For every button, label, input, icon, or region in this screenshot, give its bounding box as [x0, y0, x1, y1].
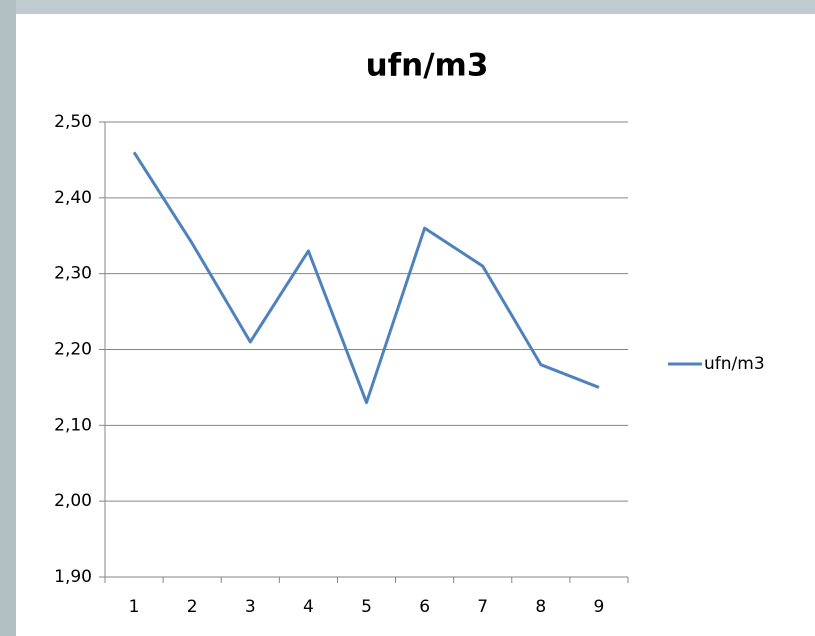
series-line: [132, 151, 600, 405]
x-tick-label: 6: [419, 597, 430, 617]
x-tick-label: 4: [303, 597, 314, 617]
x-tick-label: 7: [477, 597, 488, 617]
background-texture: [0, 0, 815, 14]
x-tick-label: 5: [361, 597, 372, 617]
x-tick-label: 3: [245, 597, 256, 617]
y-tick-label: 2,00: [54, 491, 92, 511]
x-tick-label: 1: [129, 597, 140, 617]
y-tick-label: 2,30: [54, 264, 92, 284]
y-tick-label: 1,90: [54, 567, 92, 587]
x-tick-label: 9: [594, 597, 605, 617]
chart-area: [16, 14, 815, 636]
legend-label: ufn/m3: [704, 354, 765, 374]
y-tick-label: 2,50: [54, 112, 92, 132]
chart-title: ufn/m3: [366, 48, 489, 84]
y-tick-label: 2,40: [54, 188, 92, 208]
x-tick-label: 8: [535, 597, 546, 617]
y-tick-label: 2,10: [54, 415, 92, 435]
background-texture: [0, 0, 16, 636]
x-tick-label: 2: [187, 597, 198, 617]
y-tick-label: 2,20: [54, 340, 92, 360]
